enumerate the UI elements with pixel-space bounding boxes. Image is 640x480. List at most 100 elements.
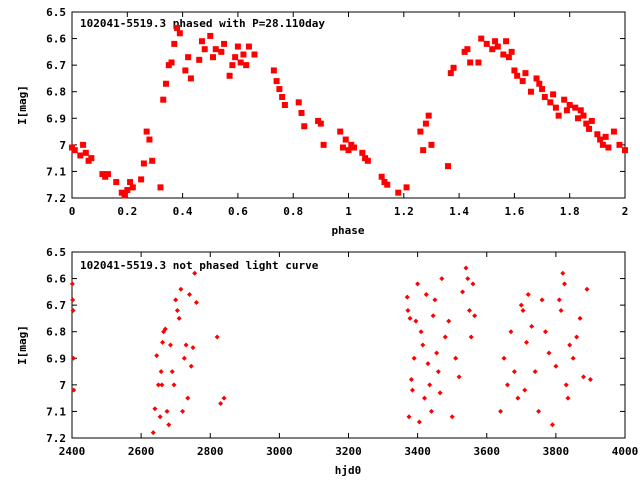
data-point xyxy=(240,51,247,58)
data-point xyxy=(359,149,366,156)
phased-light-curve-panel: 102041-5519.3 phased with P=28.110day ph… xyxy=(16,6,628,237)
x-tick-label: 0.6 xyxy=(228,205,248,218)
x-tick-label: 3600 xyxy=(474,445,501,458)
x-tick-label: 3200 xyxy=(335,445,362,458)
data-points-bottom xyxy=(69,265,593,436)
data-point xyxy=(155,382,161,388)
data-point xyxy=(345,147,352,154)
y-tick-label: 6.9 xyxy=(46,352,66,365)
plot-frame-top xyxy=(71,11,626,199)
data-point xyxy=(460,289,466,295)
data-point xyxy=(154,353,160,359)
data-point xyxy=(616,141,623,148)
data-point xyxy=(445,163,452,170)
y-tick-label: 7.1 xyxy=(46,165,66,178)
x-axis-title-bottom: hjd0 xyxy=(335,464,362,477)
x-tick-label: 2400 xyxy=(59,445,86,458)
data-point xyxy=(519,78,526,85)
data-point xyxy=(522,70,529,77)
data-point xyxy=(472,313,478,319)
data-point xyxy=(515,395,521,401)
data-point xyxy=(71,387,77,393)
y-tick-label: 6.8 xyxy=(46,326,66,339)
data-point xyxy=(581,374,587,380)
data-point xyxy=(70,297,76,303)
data-point xyxy=(597,136,604,143)
y-tick-label: 7.2 xyxy=(46,192,66,205)
data-point xyxy=(494,43,501,50)
data-point xyxy=(176,30,183,37)
data-point xyxy=(221,395,227,401)
data-point xyxy=(226,72,233,79)
data-point xyxy=(563,107,570,114)
data-point xyxy=(174,307,180,313)
y-axis-title-top: I[mag] xyxy=(16,85,29,125)
data-point xyxy=(435,369,441,375)
data-point xyxy=(70,355,76,361)
data-point xyxy=(483,40,490,47)
data-point xyxy=(556,297,562,303)
x-tick-label: 0.4 xyxy=(173,205,193,218)
data-point xyxy=(192,270,198,276)
y-tick-label: 6.5 xyxy=(46,246,66,259)
y-tick-label: 6.7 xyxy=(46,59,66,72)
x-tick-label: 1.6 xyxy=(504,205,524,218)
data-point xyxy=(188,363,194,369)
data-point xyxy=(416,419,422,425)
data-point xyxy=(602,133,609,140)
data-point xyxy=(563,382,569,388)
data-point xyxy=(541,94,548,101)
data-point xyxy=(187,75,194,82)
data-point xyxy=(547,99,554,106)
data-point xyxy=(475,59,482,66)
data-point xyxy=(562,281,568,287)
data-point xyxy=(174,24,181,31)
data-point xyxy=(622,147,628,154)
data-point xyxy=(566,102,573,108)
axis-ticks-bottom: 2400 2600 2800 3000 3200 3400 3600 3800 4000 6.5 6… xyxy=(46,246,638,458)
data-point xyxy=(395,189,402,196)
x-tick-label: 1.8 xyxy=(560,205,580,218)
data-point xyxy=(127,179,134,186)
data-point xyxy=(317,120,324,127)
data-point xyxy=(580,112,587,119)
data-point xyxy=(413,318,419,324)
data-point xyxy=(577,315,583,321)
data-point xyxy=(450,64,457,71)
data-point xyxy=(572,104,579,111)
data-point xyxy=(207,32,214,39)
data-point xyxy=(121,192,128,199)
y-tick-label: 7 xyxy=(59,139,66,152)
data-point xyxy=(432,297,438,303)
data-point xyxy=(574,334,580,340)
data-point xyxy=(176,315,182,321)
data-point xyxy=(453,355,459,361)
data-point xyxy=(163,80,170,87)
data-point xyxy=(505,54,512,61)
data-point xyxy=(553,363,559,369)
data-point xyxy=(185,54,192,61)
data-point xyxy=(525,292,531,298)
data-point xyxy=(171,382,177,388)
y-tick-label: 6.7 xyxy=(46,299,66,312)
x-tick-label: 1.2 xyxy=(394,205,414,218)
data-point xyxy=(342,136,349,143)
data-point xyxy=(178,286,184,292)
data-point xyxy=(159,382,165,388)
data-point xyxy=(113,179,120,186)
data-point xyxy=(82,149,89,156)
data-point xyxy=(500,51,507,58)
data-point xyxy=(546,350,552,356)
data-point xyxy=(160,339,166,345)
data-point xyxy=(232,54,239,61)
data-point xyxy=(466,307,472,313)
data-point xyxy=(71,147,78,154)
data-point xyxy=(162,326,168,332)
data-point xyxy=(439,276,445,282)
data-point xyxy=(166,422,172,428)
y-tick-label: 7.2 xyxy=(46,432,66,445)
data-point xyxy=(415,281,421,287)
data-point xyxy=(181,355,187,361)
data-point xyxy=(447,70,454,77)
